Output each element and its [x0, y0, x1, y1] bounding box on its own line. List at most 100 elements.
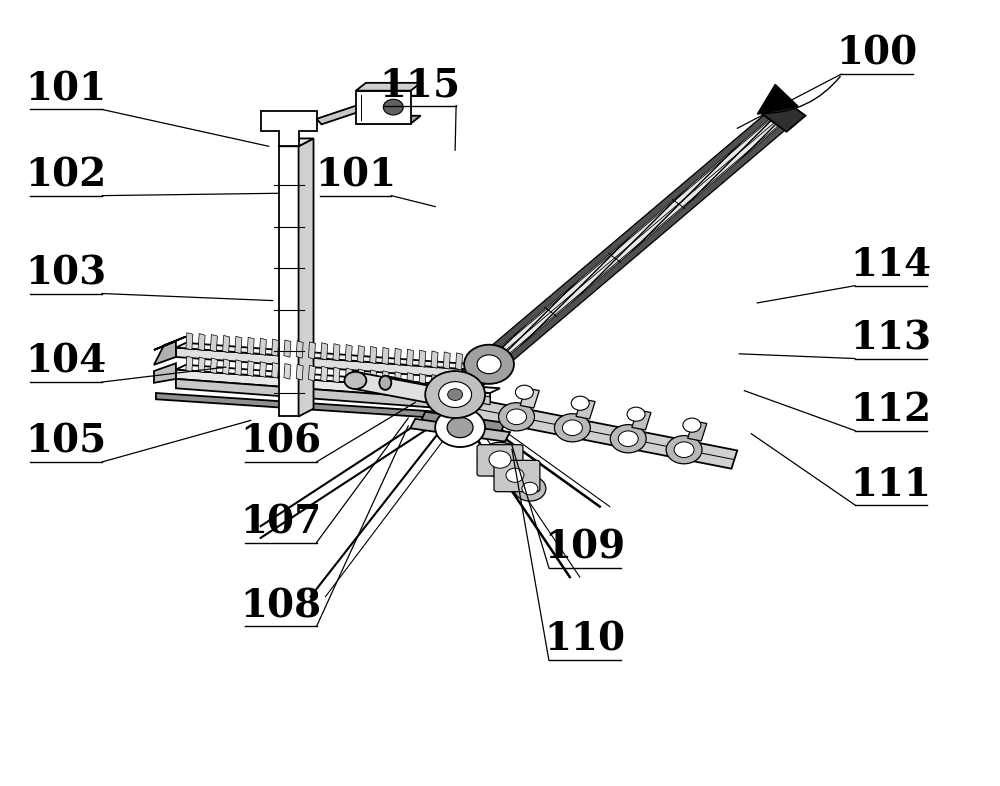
- Polygon shape: [235, 360, 242, 376]
- Text: 104: 104: [26, 343, 107, 380]
- Text: 100: 100: [836, 35, 918, 73]
- Circle shape: [383, 99, 403, 115]
- Polygon shape: [357, 346, 364, 362]
- Polygon shape: [382, 371, 389, 387]
- Circle shape: [507, 409, 527, 424]
- Polygon shape: [443, 376, 450, 391]
- Text: 114: 114: [850, 246, 931, 285]
- Polygon shape: [223, 336, 230, 353]
- Polygon shape: [223, 359, 230, 375]
- Circle shape: [515, 385, 533, 399]
- Circle shape: [497, 461, 533, 490]
- Polygon shape: [394, 348, 401, 365]
- Polygon shape: [279, 146, 299, 417]
- Circle shape: [447, 417, 473, 438]
- Circle shape: [478, 443, 522, 477]
- Polygon shape: [176, 347, 490, 380]
- Circle shape: [464, 345, 514, 384]
- FancyBboxPatch shape: [477, 445, 523, 476]
- Polygon shape: [176, 369, 490, 402]
- Text: 111: 111: [850, 465, 931, 504]
- Polygon shape: [176, 365, 500, 393]
- Polygon shape: [468, 377, 475, 393]
- Circle shape: [514, 476, 546, 501]
- Polygon shape: [431, 374, 438, 390]
- Text: 101: 101: [26, 70, 107, 108]
- Circle shape: [610, 424, 646, 453]
- Polygon shape: [762, 97, 806, 132]
- Circle shape: [522, 483, 538, 495]
- Circle shape: [618, 431, 638, 446]
- Circle shape: [425, 371, 485, 418]
- Polygon shape: [382, 347, 389, 365]
- Polygon shape: [632, 410, 651, 430]
- Polygon shape: [261, 111, 317, 146]
- Polygon shape: [156, 393, 510, 423]
- Polygon shape: [520, 388, 539, 408]
- Circle shape: [435, 408, 485, 447]
- Text: 102: 102: [26, 156, 107, 194]
- Polygon shape: [355, 372, 455, 408]
- Polygon shape: [757, 84, 798, 114]
- Text: 106: 106: [240, 423, 321, 461]
- Polygon shape: [456, 353, 463, 370]
- Polygon shape: [370, 370, 377, 386]
- Text: 109: 109: [544, 528, 625, 566]
- Polygon shape: [186, 332, 193, 350]
- Polygon shape: [198, 357, 205, 373]
- Polygon shape: [356, 116, 421, 123]
- Polygon shape: [455, 391, 490, 405]
- Ellipse shape: [379, 376, 391, 390]
- Polygon shape: [308, 365, 315, 381]
- Circle shape: [683, 418, 701, 432]
- Polygon shape: [443, 352, 450, 369]
- Polygon shape: [407, 349, 413, 366]
- Circle shape: [499, 402, 535, 431]
- Circle shape: [674, 442, 694, 457]
- Polygon shape: [452, 395, 737, 468]
- Circle shape: [489, 451, 511, 468]
- Polygon shape: [357, 369, 364, 384]
- Circle shape: [627, 407, 645, 421]
- Polygon shape: [321, 366, 328, 382]
- Polygon shape: [445, 116, 769, 389]
- Text: 115: 115: [380, 66, 461, 105]
- Polygon shape: [468, 354, 475, 371]
- Polygon shape: [272, 339, 279, 356]
- Polygon shape: [235, 336, 242, 354]
- Polygon shape: [460, 127, 784, 400]
- Polygon shape: [176, 379, 490, 412]
- Circle shape: [448, 389, 463, 400]
- Polygon shape: [333, 367, 340, 383]
- Polygon shape: [176, 343, 500, 371]
- Polygon shape: [259, 338, 266, 355]
- Text: 105: 105: [26, 423, 107, 461]
- Polygon shape: [333, 343, 340, 361]
- Polygon shape: [299, 138, 314, 417]
- Polygon shape: [308, 342, 315, 359]
- Circle shape: [439, 382, 472, 407]
- Polygon shape: [688, 421, 707, 441]
- Polygon shape: [279, 138, 314, 146]
- Polygon shape: [296, 365, 303, 380]
- Polygon shape: [419, 350, 426, 367]
- Polygon shape: [407, 373, 413, 388]
- Polygon shape: [284, 363, 291, 379]
- Text: 101: 101: [315, 156, 396, 194]
- Polygon shape: [356, 90, 411, 123]
- Polygon shape: [154, 336, 186, 365]
- FancyBboxPatch shape: [494, 461, 540, 492]
- Text: 108: 108: [240, 587, 321, 625]
- Circle shape: [571, 396, 589, 410]
- Polygon shape: [345, 344, 352, 362]
- Polygon shape: [247, 337, 254, 354]
- Polygon shape: [420, 412, 505, 434]
- Polygon shape: [431, 351, 438, 368]
- FancyArrowPatch shape: [762, 76, 840, 113]
- Circle shape: [554, 413, 590, 442]
- Polygon shape: [317, 103, 368, 124]
- Polygon shape: [576, 399, 595, 419]
- Polygon shape: [210, 335, 217, 351]
- Polygon shape: [247, 361, 254, 376]
- Polygon shape: [385, 376, 460, 406]
